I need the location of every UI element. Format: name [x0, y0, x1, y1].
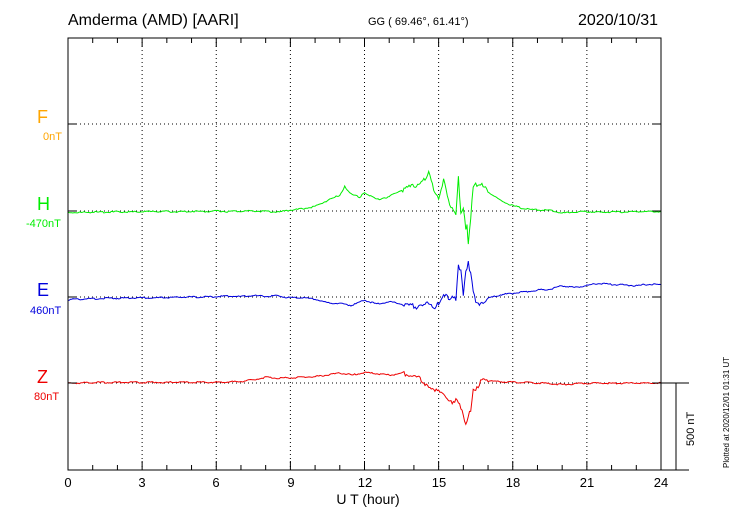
station-title: Amderma (AMD) [AARI]	[68, 12, 239, 29]
channel-h-name: H	[37, 194, 50, 214]
channel-e-offset: 460nT	[30, 305, 62, 317]
x-tick-label: 21	[579, 475, 595, 490]
series-traces	[67, 169, 662, 426]
plotted-timestamp: Plotted at 2020/12/01 01:31 UT	[722, 356, 730, 468]
channel-z-offset: 80nT	[34, 391, 60, 403]
coordinates-label: GG ( 69.46°, 61.41°)	[368, 16, 469, 28]
x-tick-label: 6	[212, 475, 220, 490]
channel-f-name: F	[37, 107, 48, 127]
x-tick-label: 15	[431, 475, 447, 490]
scale-bar-label: 500 nT	[685, 411, 697, 446]
channel-z-name: Z	[37, 367, 48, 387]
x-tick-label: 18	[505, 475, 521, 490]
grid	[68, 38, 661, 470]
series-e-line	[67, 261, 662, 310]
axes	[67, 37, 689, 471]
x-axis-label: U T (hour)	[336, 491, 400, 507]
series-z-line	[67, 370, 662, 426]
x-tick-label: 12	[357, 475, 373, 490]
x-tick-label: 0	[64, 475, 72, 490]
x-tick-label: 3	[138, 475, 146, 490]
x-tick-label: 9	[287, 475, 295, 490]
channel-e-name: E	[37, 280, 50, 300]
channel-f-offset: 0nT	[43, 131, 62, 143]
channel-h-offset: -470nT	[26, 218, 61, 230]
x-tick-label: 24	[653, 475, 669, 490]
date-label: 2020/10/31	[578, 12, 659, 29]
series-h-line	[67, 169, 662, 245]
